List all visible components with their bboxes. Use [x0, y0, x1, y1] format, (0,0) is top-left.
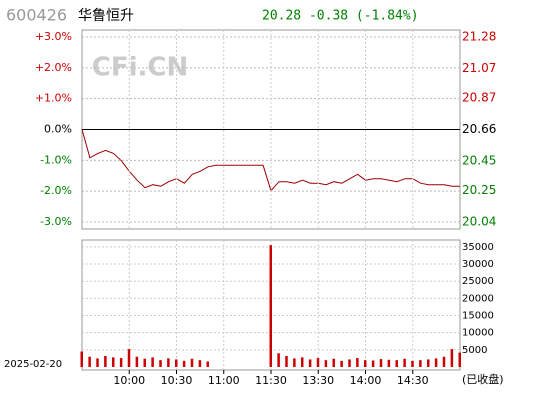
- volume-bar: [143, 358, 146, 367]
- volume-bar: [411, 360, 414, 367]
- volume-bar: [293, 358, 296, 367]
- y2-tick-label: 20.25: [462, 183, 496, 197]
- volume-bar: [419, 360, 422, 367]
- volume-bar: [104, 356, 107, 367]
- volume-bar: [364, 360, 367, 367]
- date: 2025-02-20: [4, 359, 62, 370]
- y-tick-label: -2.0%: [40, 184, 72, 197]
- y-tick-label: 30000: [462, 259, 494, 270]
- volume-bar: [206, 361, 209, 367]
- volume-bar: [340, 360, 343, 367]
- y2-tick-label: 20.45: [462, 153, 496, 167]
- status: (已收盘): [462, 372, 504, 386]
- volume-bar: [324, 360, 328, 367]
- quote: 20.28 -0.38 (-1.84%): [262, 9, 419, 24]
- volume-bar: [387, 359, 391, 367]
- y-tick-label: 25000: [462, 276, 494, 287]
- volume-bar: [458, 352, 461, 367]
- volume-bar: [442, 356, 446, 367]
- y2-tick-label: 21.07: [462, 61, 496, 75]
- volume-bar: [151, 357, 154, 367]
- volume-bar: [269, 245, 272, 367]
- volume-bar: [403, 358, 406, 367]
- x-tick-label: 11:30: [255, 374, 287, 387]
- x-tick-label: 14:30: [397, 374, 429, 387]
- volume-bar: [190, 358, 194, 367]
- volume-bar: [96, 358, 99, 367]
- volume-bar: [348, 359, 351, 367]
- volume-bar: [182, 360, 186, 367]
- y-tick-label: 0.0%: [44, 123, 72, 136]
- volume-bar: [119, 358, 123, 367]
- x-tick-label: 10:30: [161, 374, 193, 387]
- y-tick-label: -3.0%: [40, 215, 72, 228]
- x-tick-label: 11:00: [208, 374, 240, 387]
- x-tick-label: 14:00: [350, 374, 382, 387]
- y-tick-label: 5000: [462, 345, 487, 356]
- y-tick-label: 35000: [462, 242, 494, 253]
- y-tick-label: 20000: [462, 293, 494, 304]
- volume-bar: [316, 358, 320, 367]
- volume-bar: [427, 359, 430, 367]
- y2-tick-label: 20.66: [462, 122, 496, 136]
- volume-bar: [301, 357, 304, 367]
- volume-bar: [88, 356, 91, 367]
- stock-name: 华鲁恒升: [78, 8, 134, 24]
- volume-bar: [127, 349, 131, 367]
- volume-bar: [285, 356, 288, 367]
- volume-bar: [135, 356, 139, 367]
- y-tick-label: 10000: [462, 328, 494, 339]
- volume-bar: [277, 353, 280, 367]
- volume-bar: [175, 359, 178, 367]
- y-tick-label: +1.0%: [35, 92, 72, 105]
- y-tick-label: 15000: [462, 311, 494, 322]
- volume-bar: [112, 357, 115, 367]
- volume-bar: [80, 351, 83, 367]
- volume-bar: [371, 360, 375, 367]
- volume-bar: [434, 358, 438, 367]
- volume-bar: [395, 360, 398, 367]
- volume-bar: [198, 360, 202, 367]
- y2-tick-label: 20.87: [462, 91, 496, 105]
- x-tick-label: 10:00: [113, 374, 145, 387]
- volume-bar: [308, 359, 312, 367]
- x-tick-label: 13:30: [302, 374, 334, 387]
- volume-bar: [167, 358, 170, 367]
- volume-bar: [450, 349, 454, 367]
- y2-tick-label: 20.04: [462, 215, 496, 229]
- volume-bar: [379, 359, 383, 367]
- volume-bar: [356, 358, 359, 367]
- y-tick-label: +2.0%: [35, 61, 72, 74]
- volume-bar: [332, 358, 335, 367]
- y-tick-label: -1.0%: [40, 153, 72, 166]
- y2-tick-label: 21.28: [462, 30, 496, 44]
- volume-bar: [159, 360, 162, 367]
- y-tick-label: +3.0%: [35, 30, 72, 43]
- stock-code: 600426: [6, 6, 67, 25]
